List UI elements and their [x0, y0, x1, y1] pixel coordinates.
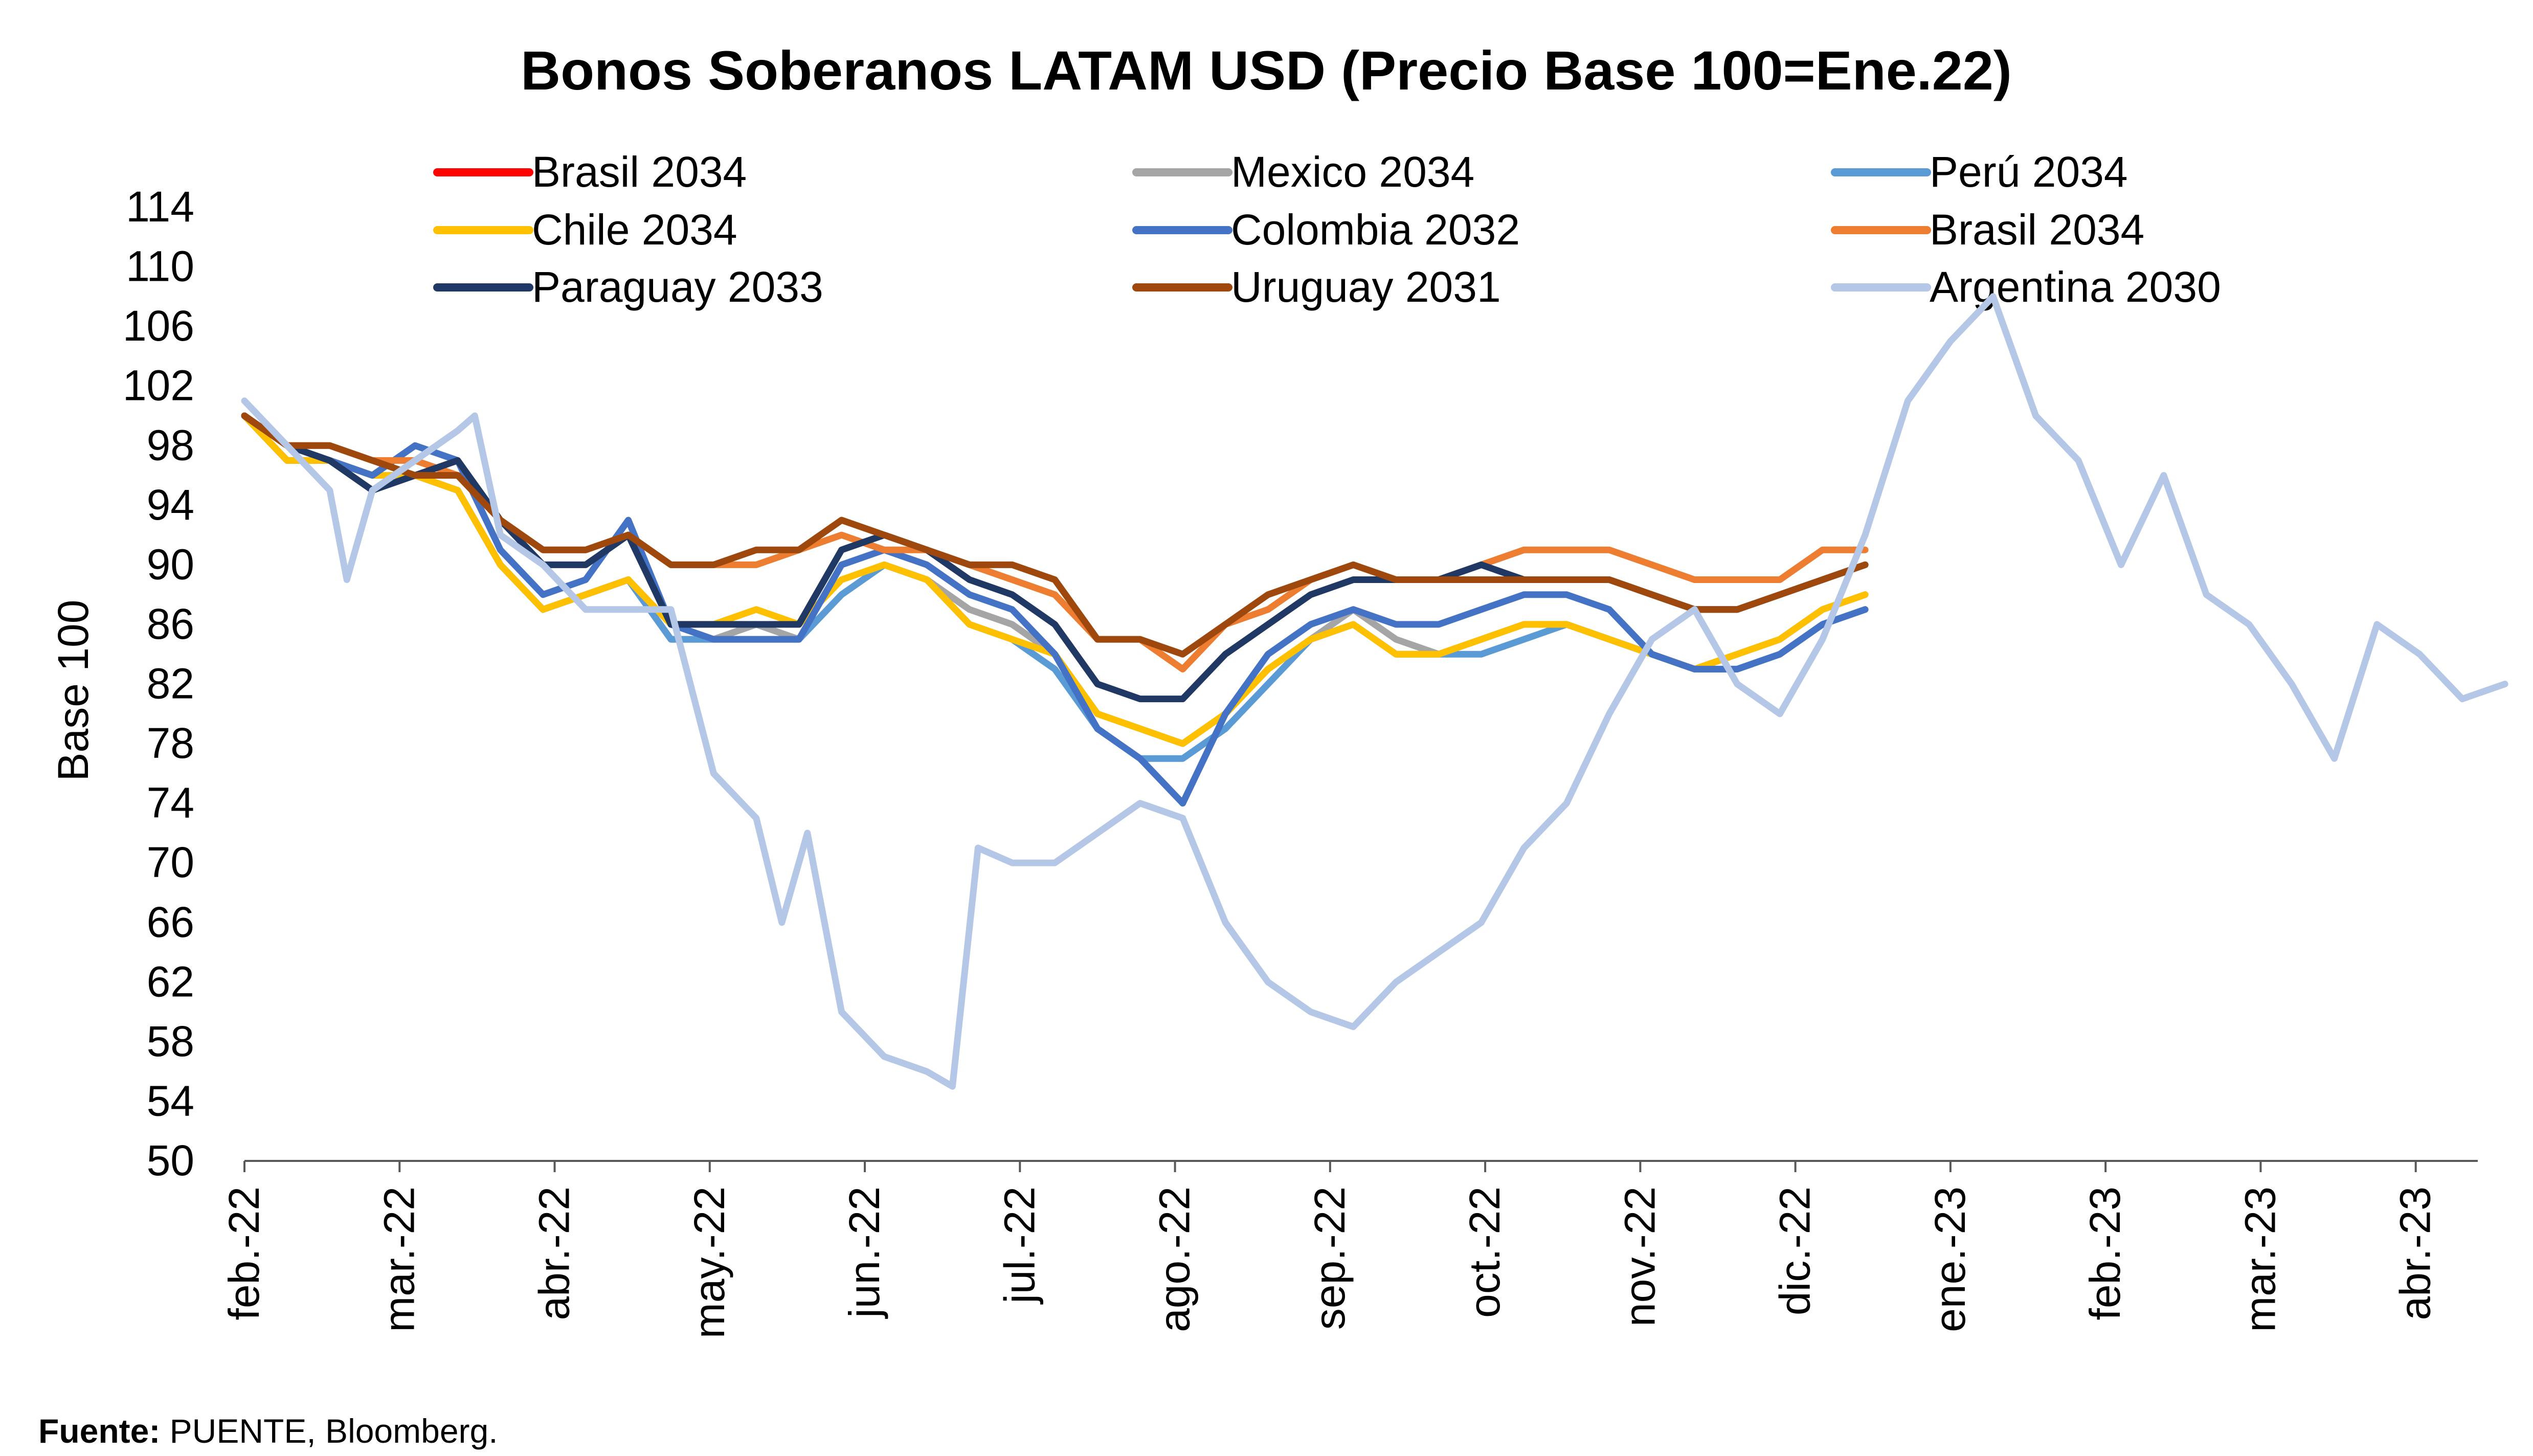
legend-item: Mexico 2034 [1132, 148, 1474, 196]
legend: Brasil 2034 Mexico 2034 Perú 2034 Chile 203… [433, 148, 2221, 311]
source-text: PUENTE, Bloomberg. [160, 1412, 498, 1450]
chart-title: Bonos Soberanos LATAM USD (Precio Base 1… [521, 39, 2012, 101]
y-axis: 50 54 58 62 66 70 74 78 82 86 90 94 98 102 106 110 114 [123, 183, 194, 1184]
legend-label: Chile 2034 [532, 206, 737, 254]
y-tick-label: 82 [147, 660, 194, 708]
x-tick-label: jul.-22 [995, 1186, 1043, 1305]
x-tick-label: ene.-23 [1926, 1186, 1974, 1332]
legend-label: Brasil 2034 [532, 148, 747, 196]
y-axis-label: Base 100 [49, 600, 97, 781]
y-tick-label: 74 [147, 779, 194, 827]
x-tick-label: sep.-22 [1306, 1186, 1354, 1330]
plot-area [241, 293, 2508, 1090]
y-tick-label: 94 [147, 481, 194, 529]
legend-item: Colombia 2032 [1132, 206, 1520, 254]
legend-item: Paraguay 2033 [433, 263, 823, 311]
y-tick-label: 98 [147, 421, 194, 469]
source-note: Fuente: PUENTE, Bloomberg. [38, 1412, 498, 1450]
legend-item: Argentina 2030 [1831, 263, 2221, 311]
x-tick-label: abr.-22 [530, 1186, 578, 1320]
legend-label: Uruguay 2031 [1231, 263, 1501, 311]
legend-label: Brasil 2034 [1930, 206, 2144, 254]
legend-item: Uruguay 2031 [1132, 263, 1501, 311]
y-tick-label: 70 [147, 838, 194, 886]
x-tick-label: mar.-23 [2236, 1186, 2284, 1332]
x-tick-label: feb.-22 [220, 1186, 268, 1320]
y-tick-label: 114 [126, 183, 194, 231]
x-tick-label: nov.-22 [1616, 1186, 1664, 1327]
legend-item: Brasil 2034 [433, 148, 747, 196]
y-tick-label: 110 [126, 242, 194, 290]
legend-label: Colombia 2032 [1231, 206, 1520, 254]
x-tick-label: abr.-23 [2391, 1186, 2439, 1320]
series-line [241, 412, 1869, 807]
legend-item: Chile 2034 [433, 206, 737, 254]
x-tick-label: may.-22 [685, 1186, 733, 1338]
x-tick-label: oct.-22 [1461, 1186, 1509, 1318]
x-tick-label: mar.-22 [375, 1186, 423, 1332]
y-tick-label: 66 [147, 898, 194, 946]
legend-item: Perú 2034 [1831, 148, 2128, 196]
legend-label: Mexico 2034 [1231, 148, 1474, 196]
series-line [241, 412, 1869, 658]
legend-label: Perú 2034 [1930, 148, 2128, 196]
x-tick-label: ago.-22 [1151, 1186, 1199, 1332]
x-tick-label: dic.-22 [1771, 1186, 1819, 1315]
legend-label: Paraguay 2033 [532, 263, 823, 311]
y-tick-label: 50 [147, 1136, 194, 1184]
legend-label: Argentina 2030 [1930, 263, 2221, 311]
source-label: Fuente: [38, 1412, 161, 1450]
y-tick-label: 54 [147, 1077, 194, 1125]
y-tick-label: 86 [147, 600, 194, 648]
x-tick-label: jun.-22 [840, 1186, 888, 1319]
x-tick-label: feb.-23 [2081, 1186, 2129, 1320]
y-tick-label: 106 [123, 302, 194, 350]
y-tick-label: 102 [123, 362, 194, 410]
series-line [241, 293, 2508, 1090]
y-tick-label: 78 [147, 719, 194, 767]
x-axis: feb.-22 mar.-22 abr.-22 may.-22 jun.-22 jul.-… [220, 1160, 2478, 1338]
y-tick-label: 58 [147, 1017, 194, 1065]
legend-item: Brasil 2034 [1831, 206, 2144, 254]
y-tick-label: 62 [147, 957, 194, 1005]
y-tick-label: 90 [147, 540, 194, 588]
